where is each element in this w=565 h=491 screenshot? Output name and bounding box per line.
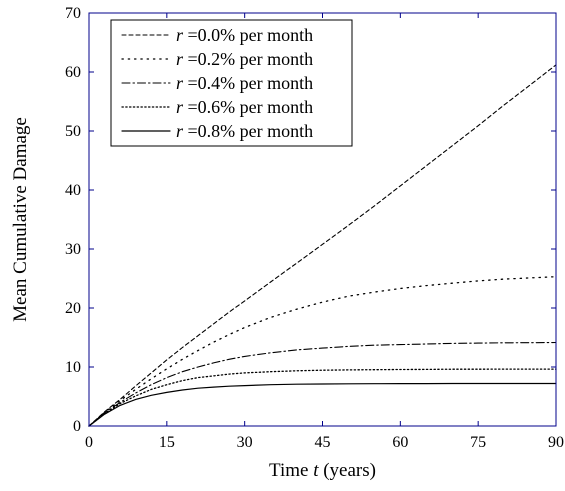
x-tick-label: 15 xyxy=(159,434,175,451)
x-tick-label: 0 xyxy=(85,434,93,451)
x-tick-label: 60 xyxy=(392,434,408,451)
x-axis-label-post: (years) xyxy=(318,460,376,481)
y-tick-label: 50 xyxy=(65,123,81,140)
legend-label-text: =0.0% per month xyxy=(188,25,314,45)
y-axis-label: Mean Cumulative Damage xyxy=(10,117,31,322)
y-tick-label: 20 xyxy=(65,300,81,317)
x-tick-label: 30 xyxy=(237,434,253,451)
legend-label-2: r =0.4% per month xyxy=(176,73,313,93)
x-axis-label-pre: Time xyxy=(269,460,313,481)
x-tick-label: 90 xyxy=(548,434,564,451)
legend-label-var: r xyxy=(176,49,188,69)
series-line-1 xyxy=(89,277,556,426)
x-tick-label: 45 xyxy=(315,434,331,451)
legend-label-var: r xyxy=(176,73,188,93)
legend-label-3: r =0.6% per month xyxy=(176,97,313,117)
y-tick-label: 40 xyxy=(65,182,81,199)
legend-label-text: =0.2% per month xyxy=(188,49,314,69)
x-axis-label: Time t (years) xyxy=(269,460,376,481)
legend-label-4: r =0.8% per month xyxy=(176,121,313,141)
series-line-4 xyxy=(89,384,556,427)
legend-label-text: =0.6% per month xyxy=(188,97,314,117)
legend-label-1: r =0.2% per month xyxy=(176,49,313,69)
y-tick-label: 30 xyxy=(65,241,81,258)
y-tick-label: 60 xyxy=(65,64,81,81)
x-tick-label: 75 xyxy=(470,434,486,451)
legend-label-var: r xyxy=(176,121,188,141)
legend-label-text: =0.8% per month xyxy=(188,121,314,141)
legend-label-text: =0.4% per month xyxy=(188,73,314,93)
legend-label-var: r xyxy=(176,97,188,117)
series-line-3 xyxy=(89,369,556,426)
y-tick-label: 10 xyxy=(65,359,81,376)
legend-label-var: r xyxy=(176,25,188,45)
legend-label-0: r =0.0% per month xyxy=(176,25,313,45)
y-tick-label: 70 xyxy=(65,5,81,22)
y-tick-label: 0 xyxy=(73,418,81,435)
